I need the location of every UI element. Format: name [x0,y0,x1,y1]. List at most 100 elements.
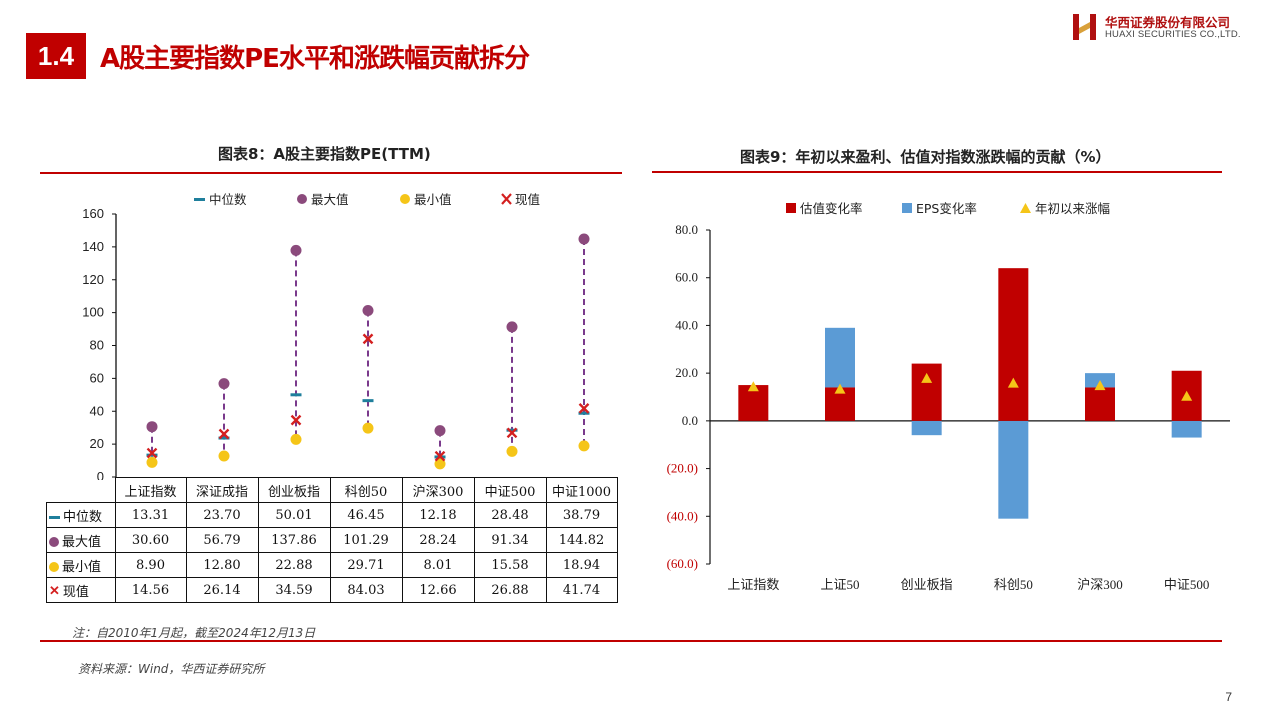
legend-current-label: 现值 [515,192,540,207]
table-cell: 26.14 [185,577,259,603]
huaxi-logo-icon [1073,14,1096,40]
chart9-y-tick-label: 60.0 [675,270,698,285]
table-cell: 144.82 [545,527,618,553]
ytd-marker [747,381,759,392]
pe-min-point [506,445,518,457]
table-col-header: 中证500 [473,477,547,503]
chart9-y-tick-label: 40.0 [675,317,698,332]
legend-min-label: 最小值 [414,192,452,207]
table-cell: 38.79 [545,502,618,528]
chart9-title-rule [652,171,1222,173]
chart9-x-tick-label: 沪深300 [1077,577,1123,592]
table-cell: 8.90 [114,552,187,578]
table-col-header: 上证指数 [114,477,187,503]
chart8-y-tick-label: 0 [97,469,104,480]
chart8-title-rule [40,172,622,174]
chart8-data-table: 上证指数 深证成指 创业板指 科创50 沪深300 中证500 中证1000 中… [46,477,618,603]
table-cell: 18.94 [545,552,618,578]
chart8-y-tick-label: 80 [90,338,104,353]
table-cell: 26.88 [473,577,547,603]
ytd-marker [921,372,933,383]
table-cell: 22.88 [257,552,331,578]
chart-note: 注：自2010年1月起，截至2024年12月13日 [72,626,316,640]
chart9-y-tick-label: (20.0) [667,461,698,476]
pe-max-point [290,244,302,256]
chart9-y-tick-label: 20.0 [675,365,698,380]
ytd-marker [1007,377,1019,388]
table-row: 最小值 8.90 12.80 22.88 29.71 8.01 15.58 18… [46,552,618,578]
legend-min-marker [400,194,410,204]
table-cell: 12.66 [401,577,475,603]
table-col-header: 沪深300 [401,477,475,503]
eps-bar [911,420,942,436]
table-col-header: 中证1000 [545,477,618,503]
pe-current-point [578,403,590,414]
chart8-y-tick-label: 40 [90,403,104,418]
pe-current-point [290,414,302,426]
table-cell: 8.01 [401,552,475,578]
legend-valuation-marker [786,203,796,213]
pe-min-point [146,456,158,468]
bottom-rule [40,640,1222,642]
eps-bar [998,420,1029,519]
table-col-header: 科创50 [329,477,403,503]
pe-max-point [362,305,374,317]
pe-current-point [218,428,230,440]
table-row-header: ✕ 现值 [46,577,116,603]
table-cell: 14.56 [114,577,187,603]
table-cell: 12.18 [401,502,475,528]
valuation-bar [1085,387,1115,421]
table-cell: 30.60 [114,527,187,553]
legend-valuation-label: 估值变化率 [800,201,863,216]
chart8-y-tick-label: 100 [82,305,104,320]
table-cell: 91.34 [473,527,547,553]
pe-max-point [506,321,518,333]
chart9-x-tick-label: 上证50 [820,577,859,592]
pe-median-point [218,436,230,440]
pe-min-point [578,440,590,452]
pe-current-point [362,333,374,345]
table-col-header: 创业板指 [257,477,331,503]
table-cell: 101.29 [329,527,403,553]
table-cell: 29.71 [329,552,403,578]
chart9-y-tick-label: 80.0 [675,222,698,237]
legend-max-label: 最大值 [311,192,349,207]
section-number: 1.4 [26,33,86,79]
table-cell: 50.01 [257,502,331,528]
page-number: 7 [1225,690,1232,704]
table-cell: 137.86 [257,527,331,553]
chart8-y-tick-label: 120 [82,272,104,287]
current-marker-icon: ✕ [49,584,60,599]
table-cell: 41.74 [545,577,618,603]
logo-en: HUAXI SECURITIES CO.,LTD. [1105,29,1241,40]
table-col-header: 深证成指 [185,477,259,503]
legend-median-label: 中位数 [209,192,247,207]
table-row: 中位数 13.31 23.70 50.01 46.45 12.18 28.48 … [46,502,618,528]
table-row: 最大值 30.60 56.79 137.86 101.29 28.24 91.3… [46,527,618,553]
pe-median-point [362,399,374,403]
pe-min-point [434,458,446,470]
table-cell: 13.31 [114,502,187,528]
table-cell: 28.48 [473,502,547,528]
table-cell: 84.03 [329,577,403,603]
table-cell: 28.24 [401,527,475,553]
pe-current-point [146,447,158,459]
table-row-header: 最小值 [46,552,116,578]
pe-current-point [434,450,446,462]
pe-max-point [434,425,446,437]
legend-eps-marker [902,203,912,213]
chart9-x-tick-label: 中证500 [1164,577,1210,592]
pe-median-point [506,428,518,432]
median-marker-icon [49,515,60,519]
ytd-marker [1181,390,1193,401]
chart9-legend: 估值变化率 EPS变化率 年初以来涨幅 [786,201,1110,216]
chart8-plot: 中位数 最大值 最小值 现值 0 20 40 60 80 100 120 140 160 [82,192,590,480]
max-marker-icon [49,537,59,547]
chart9-y-tick-label: (40.0) [667,508,698,523]
chart9-y-tick-label: (60.0) [667,556,698,571]
chart8-y-tick-label: 60 [90,370,104,385]
pe-current-point [506,427,518,439]
eps-bar [1171,420,1202,438]
pe-median-point [146,453,158,457]
chart8-y-tick-label: 20 [90,436,104,451]
